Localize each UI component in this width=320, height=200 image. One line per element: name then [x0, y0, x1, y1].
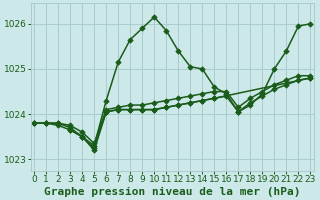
X-axis label: Graphe pression niveau de la mer (hPa): Graphe pression niveau de la mer (hPa) — [44, 186, 300, 197]
